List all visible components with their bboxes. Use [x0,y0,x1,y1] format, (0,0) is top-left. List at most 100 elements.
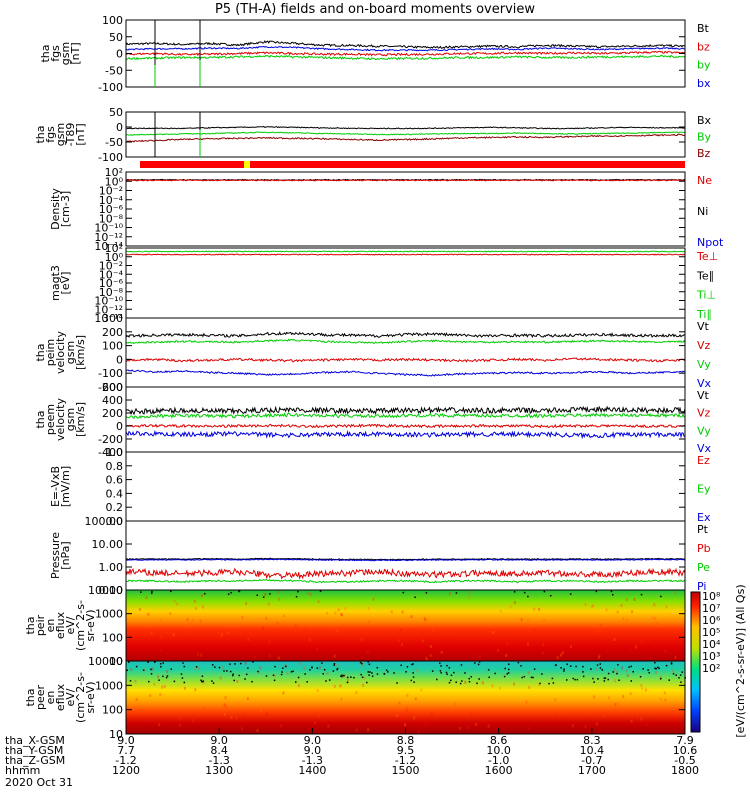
legend-Vt: Vt [697,320,710,333]
y-axis-label-line: (cm^2-s- [74,672,87,723]
spectrogram-dropout [539,682,541,685]
y-axis-label-line: en [44,619,57,633]
spectrogram-texture [186,618,189,622]
spectrogram-dropout [453,671,455,674]
legend-Te⊥: Te⊥ [696,250,718,263]
spectrogram-dropout [126,669,128,672]
series-fgs-by [125,54,686,61]
spectrogram-dropout [151,590,153,593]
spectrogram-dropout [533,668,536,670]
spectrogram-texture [264,593,267,597]
spectrogram-texture [513,601,516,605]
spectrogram-texture [538,683,541,687]
spectrogram-texture [430,712,433,716]
spectrogram-texture [241,616,244,620]
y-axis-label-line: [nT] [69,42,82,64]
spectrogram-dropout [332,670,335,672]
spectrogram-texture [135,698,138,702]
spectrogram-texture [160,635,163,639]
y-axis-label-line: eflux [54,611,67,639]
spectrogram-texture [317,600,320,604]
legend-Bz: Bz [697,147,711,160]
y-tick-label: -400 [98,446,123,459]
spectrogram-dropout [218,666,221,669]
spectrogram-dropout [269,593,271,595]
y-axis-label: magt3[eV] [49,265,72,301]
spectrogram-dropout [376,666,379,669]
spectrogram-texture [307,591,310,595]
spectrogram-dropout [406,666,409,668]
panel-density: 10²10⁰10⁻²10⁻⁴10⁻⁶10⁻⁸10⁻¹⁰10⁻¹²10⁻¹⁴Den… [49,166,724,253]
x-axis-value: 9.0 [117,734,135,747]
spectrogram-texture [221,666,224,670]
spectrogram-texture [640,683,643,687]
y-tick-label: 200 [102,407,123,420]
spectrogram-texture [189,621,192,625]
spectrogram-dropout [376,673,379,675]
y-tick-label: 10⁻⁸ [99,286,124,299]
spectrogram-texture [401,610,404,614]
panel-frame [125,317,686,388]
spectrogram-dropout [346,681,349,684]
series-fgs-t89-By [125,131,686,136]
panel-efield: 1.00.80.60.40.20.0 E=-VxB[mV/m] Ez Ey Ex [49,446,711,528]
spectrogram-texture [334,611,337,615]
spectrogram-texture [340,716,343,720]
spectrogram-dropout [658,667,660,670]
spectrogram-dropout [256,594,258,596]
spectrogram-texture [265,616,268,620]
legend-Vy: Vy [697,358,711,371]
x-axis-value: 1400 [298,764,326,777]
spectrogram-texture [245,601,248,605]
spectrogram-dropout [295,595,298,598]
y-axis-label: E=-VxB[mV/m] [49,466,72,507]
spectrogram-dropout [508,668,510,671]
spectrogram-dropout [582,665,584,668]
spectrogram-texture [294,624,297,628]
y-tick-label: 1000 [95,679,123,692]
spectrogram-dropout [575,665,577,668]
y-axis-label-line: Pressure [49,532,62,579]
spectrogram-dropout [549,594,552,597]
y-tick-label: 10 [109,728,123,741]
status-strip-gap [126,161,140,168]
y-tick-label: 10² [105,166,123,179]
spectrogram-dropout [582,675,585,678]
legend-Vx: Vx [697,442,712,455]
spectrogram-texture [405,708,408,712]
spectrogram-texture [277,656,280,660]
spectrogram-dropout [468,680,471,683]
spectrogram-dropout [223,670,225,672]
spectrogram-texture [614,702,617,706]
spectrogram-dropout [506,673,509,675]
spectrogram-texture [404,723,407,727]
spectrogram-texture [664,649,667,653]
spectrogram-dropout [232,673,234,676]
spectrogram-texture [417,729,420,733]
spectrogram-texture [475,722,478,726]
spectrogram-texture [286,671,289,675]
y-axis-label-line: E=-VxB [49,466,62,507]
spectrogram-texture [368,620,371,624]
spectrogram-texture [218,630,221,634]
spectrogram-dropout [628,666,630,668]
series-peem-velocity-Vt [125,405,686,416]
series-density-Ne [125,179,686,182]
spectrogram-dropout [618,679,620,682]
spectrogram-dropout [455,592,458,594]
colorbar-label-text: [eV/(cm^2-s-sr-eV)] (All Qs) [734,584,747,737]
x-axis-date: 2020 Oct 31 [5,776,73,789]
spectrogram-dropout [521,676,524,679]
spectrogram-texture [528,685,531,689]
legend-Ni: Ni [697,205,708,218]
spectrogram-dropout [523,591,526,594]
spectrogram-dropout [336,667,339,670]
y-axis-label-line: tha [34,125,47,143]
spectrogram-texture [616,670,619,674]
spectrogram-texture [340,697,343,701]
spectrogram-dropout [655,667,657,670]
spectrogram-texture [224,696,227,700]
spectrogram-dropout [632,670,634,673]
spectrogram-dropout [668,679,670,681]
spectrogram-texture [236,679,239,683]
